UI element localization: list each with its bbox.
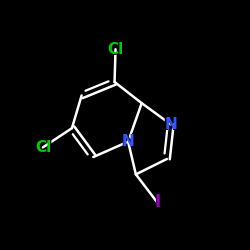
Text: N: N	[120, 132, 136, 151]
Text: Cl: Cl	[35, 140, 51, 155]
Text: I: I	[154, 192, 161, 212]
Text: Cl: Cl	[105, 40, 126, 59]
Text: I: I	[154, 193, 160, 211]
Text: N: N	[164, 117, 177, 132]
Text: Cl: Cl	[32, 138, 54, 157]
Text: N: N	[122, 134, 134, 149]
Text: Cl: Cl	[108, 42, 124, 57]
Text: N: N	[162, 115, 179, 134]
